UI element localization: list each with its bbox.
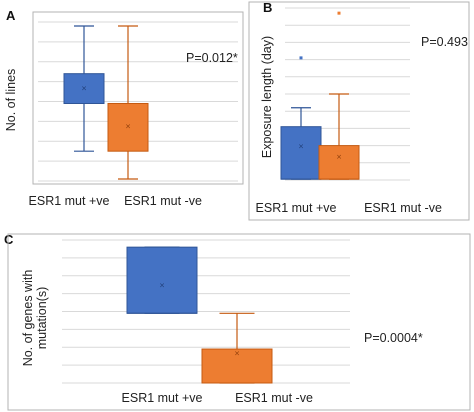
panel-c: C No. of genes with mutation(s) ×× ESR1 …: [4, 232, 471, 411]
panel-b-category-label-negative: ESR1 mut -ve: [364, 201, 442, 215]
panel-c-plot-frame: [7, 233, 471, 411]
panel-c-category-label-negative: ESR1 mut -ve: [235, 391, 313, 405]
panel-b-p-value: P=0.493: [421, 35, 468, 49]
panel-b-box-positive: [280, 126, 322, 180]
panel-a: A No. of lines ×× ESR1 mut +ve ESR1 mut …: [4, 8, 244, 208]
panel-c-mean-marker-positive: ×: [159, 282, 165, 290]
panel-b-boxes: ××: [280, 11, 360, 180]
panel-letter-a: A: [6, 8, 16, 23]
panel-a-y-axis-title: No. of lines: [4, 69, 18, 132]
panel-b-category-label-positive: ESR1 mut +ve: [256, 201, 337, 215]
panel-b-mean-marker-positive: ×: [298, 143, 304, 151]
panel-a-plot-frame: [32, 11, 244, 185]
panel-c-y-axis-title-line-1: No. of genes with: [21, 270, 35, 367]
panel-a-mean-marker-negative: ×: [125, 122, 131, 130]
panel-c-box-positive: [126, 246, 198, 314]
panel-a-boxes: ××: [63, 25, 149, 180]
panel-c-mean-marker-negative: ×: [234, 350, 240, 358]
panel-b-outlier-negative: [337, 11, 341, 15]
panel-b: B Exposure length (day) ×× ESR1 mut +ve …: [248, 0, 470, 221]
panel-a-p-value: P=0.012*: [186, 51, 238, 65]
panel-c-y-axis-title-line-2: mutation(s): [35, 287, 49, 350]
panel-a-category-label-positive: ESR1 mut +ve: [29, 194, 110, 208]
panel-b-plot-frame: [248, 1, 470, 221]
panel-b-y-axis-title: Exposure length (day): [260, 36, 274, 158]
panel-a-mean-marker-positive: ×: [81, 85, 87, 93]
panel-c-category-label-positive: ESR1 mut +ve: [122, 391, 203, 405]
panel-letter-c: C: [4, 232, 14, 247]
panel-b-mean-marker-negative: ×: [336, 153, 342, 161]
panel-c-box-negative: [201, 348, 273, 384]
panel-c-p-value: P=0.0004*: [364, 331, 423, 345]
panel-b-box-negative: [318, 145, 360, 180]
panel-a-category-label-negative: ESR1 mut -ve: [124, 194, 202, 208]
panel-letter-b: B: [263, 0, 272, 15]
panel-c-boxes: ××: [126, 246, 273, 384]
panel-b-outlier-positive: [299, 56, 303, 60]
panel-a-box-negative: [107, 102, 149, 152]
panel-c-gridlines: [62, 239, 350, 384]
